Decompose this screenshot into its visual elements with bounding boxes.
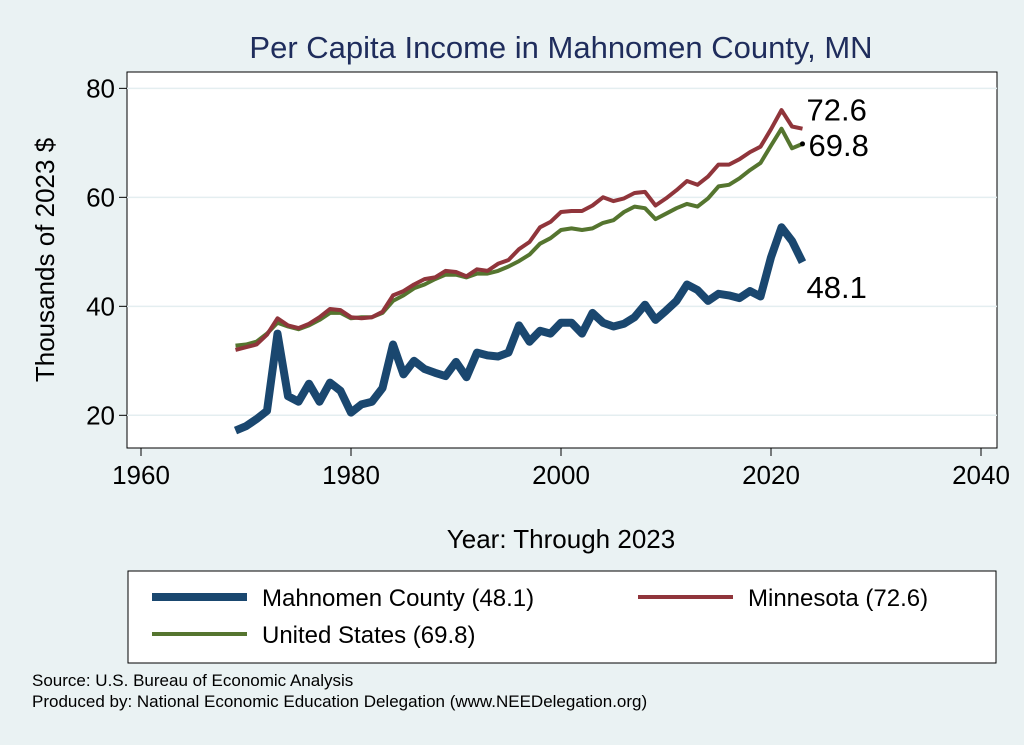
y-axis: 20 40 60 80 [86,73,127,430]
x-tick-label-1980: 1980 [322,460,380,490]
grid-lines [127,87,997,417]
legend-box [127,570,997,664]
series-lines [233,108,807,435]
x-tick-label-2040: 2040 [952,460,1010,490]
series-line-united-states [235,126,804,348]
y-axis-label: Thousands of 2023 $ [30,137,60,382]
x-tick-label-2020: 2020 [742,460,800,490]
x-tick-label-1960: 1960 [112,460,170,490]
y-tick-label-60: 60 [86,182,115,212]
y-tick-label-20: 20 [86,400,115,430]
end-label-minnesota: 72.6 [807,93,867,128]
series-line-minnesota [235,108,803,352]
x-axis-label: Year: Through 2023 [447,524,675,554]
legend-label-minnesota: Minnesota (72.6) [748,585,928,612]
source-line: Source: U.S. Bureau of Economic Analysis [32,671,354,690]
source-note: Source: U.S. Bureau of Economic Analysis… [32,670,647,712]
produced-by-line: Produced by: National Economic Education… [32,692,648,711]
x-axis: 1960 1980 2000 2020 2040 [112,448,1010,490]
end-label-united-states: 69.8 [809,128,869,163]
x-tick-label-2000: 2000 [532,460,590,490]
series-line-mahnomen-county [233,223,807,435]
end-label-mahnomen-county: 48.1 [807,270,867,305]
end-marker-us [800,141,805,147]
legend: Mahnomen County (48.1) Minnesota (72.6) Un… [127,570,997,664]
y-tick-label-80: 80 [86,73,115,103]
legend-label-united-states: United States (69.8) [262,622,475,649]
y-tick-label-40: 40 [86,291,115,321]
end-labels: 48.1 72.669.8 [800,93,869,305]
legend-label-mahnomen-county: Mahnomen County (48.1) [262,585,534,612]
chart-title: Per Capita Income in Mahnomen County, MN [249,30,872,65]
